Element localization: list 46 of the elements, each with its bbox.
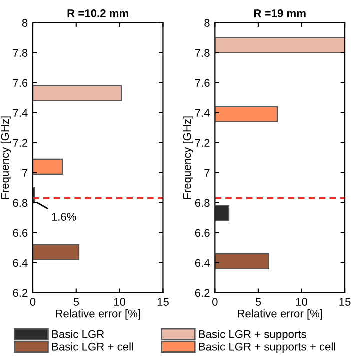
legend-label: Basic LGR + supports + cell <box>199 342 336 353</box>
y-tick-label: 7.6 <box>195 79 210 88</box>
y-tick-label: 7.8 <box>195 49 210 58</box>
y-tick-label: 8 <box>22 19 28 28</box>
y-axis-title: Frequency [GHz] <box>0 116 12 199</box>
bar <box>215 106 278 122</box>
y-tick-label: 7 <box>204 169 210 177</box>
y-tick-label: 7.6 <box>13 79 28 88</box>
y-tick-label: 7.2 <box>195 139 210 147</box>
y-tick-label: 6.8 <box>13 199 28 208</box>
bar <box>32 244 80 260</box>
x-tick-label: 0 <box>212 298 218 306</box>
legend-label: Basic LGR <box>52 330 104 338</box>
x-axis-title: Relative error [%] <box>238 310 322 320</box>
bar <box>32 85 122 102</box>
bar <box>215 37 346 54</box>
legend-label: Basic LGR + cell <box>52 342 134 351</box>
x-axis-title: Relative error [%] <box>56 310 140 320</box>
y-tick-label: 7.2 <box>13 139 28 147</box>
y-tick-label: 7.4 <box>195 109 210 117</box>
bar <box>32 158 64 175</box>
y-tick-label: 8 <box>204 19 210 28</box>
x-tick-label: 10 <box>114 298 126 306</box>
x-tick-label: 15 <box>158 298 169 306</box>
y-tick-label: 7.8 <box>13 49 28 58</box>
y-tick-label: 6.8 <box>195 199 210 208</box>
y-tick-label: 6.6 <box>195 229 210 238</box>
chart-title: R =19 mm <box>254 10 306 18</box>
y-tick-label: 6.6 <box>13 229 28 238</box>
x-tick-label: 10 <box>296 298 308 306</box>
y-tick-label: 7 <box>22 169 28 177</box>
x-tick-label: 15 <box>340 298 351 306</box>
y-tick-label: 6.2 <box>13 289 28 298</box>
y-tick-label: 7.4 <box>13 109 28 117</box>
x-tick-label: 5 <box>74 298 80 306</box>
chart-title: R =10.2 mm <box>68 10 128 18</box>
y-tick-label: 6.4 <box>13 259 28 268</box>
bar <box>215 205 230 222</box>
bar <box>215 253 270 270</box>
legend-label: Basic LGR + supports <box>199 330 306 340</box>
y-tick-label: 6.4 <box>195 259 210 268</box>
y-axis-title: Frequency [GHz] <box>183 116 194 199</box>
y-tick-label: 6.2 <box>195 289 210 298</box>
x-tick-label: 0 <box>30 298 36 306</box>
x-tick-label: 5 <box>256 298 262 306</box>
annotation: 1.6% <box>52 213 76 221</box>
